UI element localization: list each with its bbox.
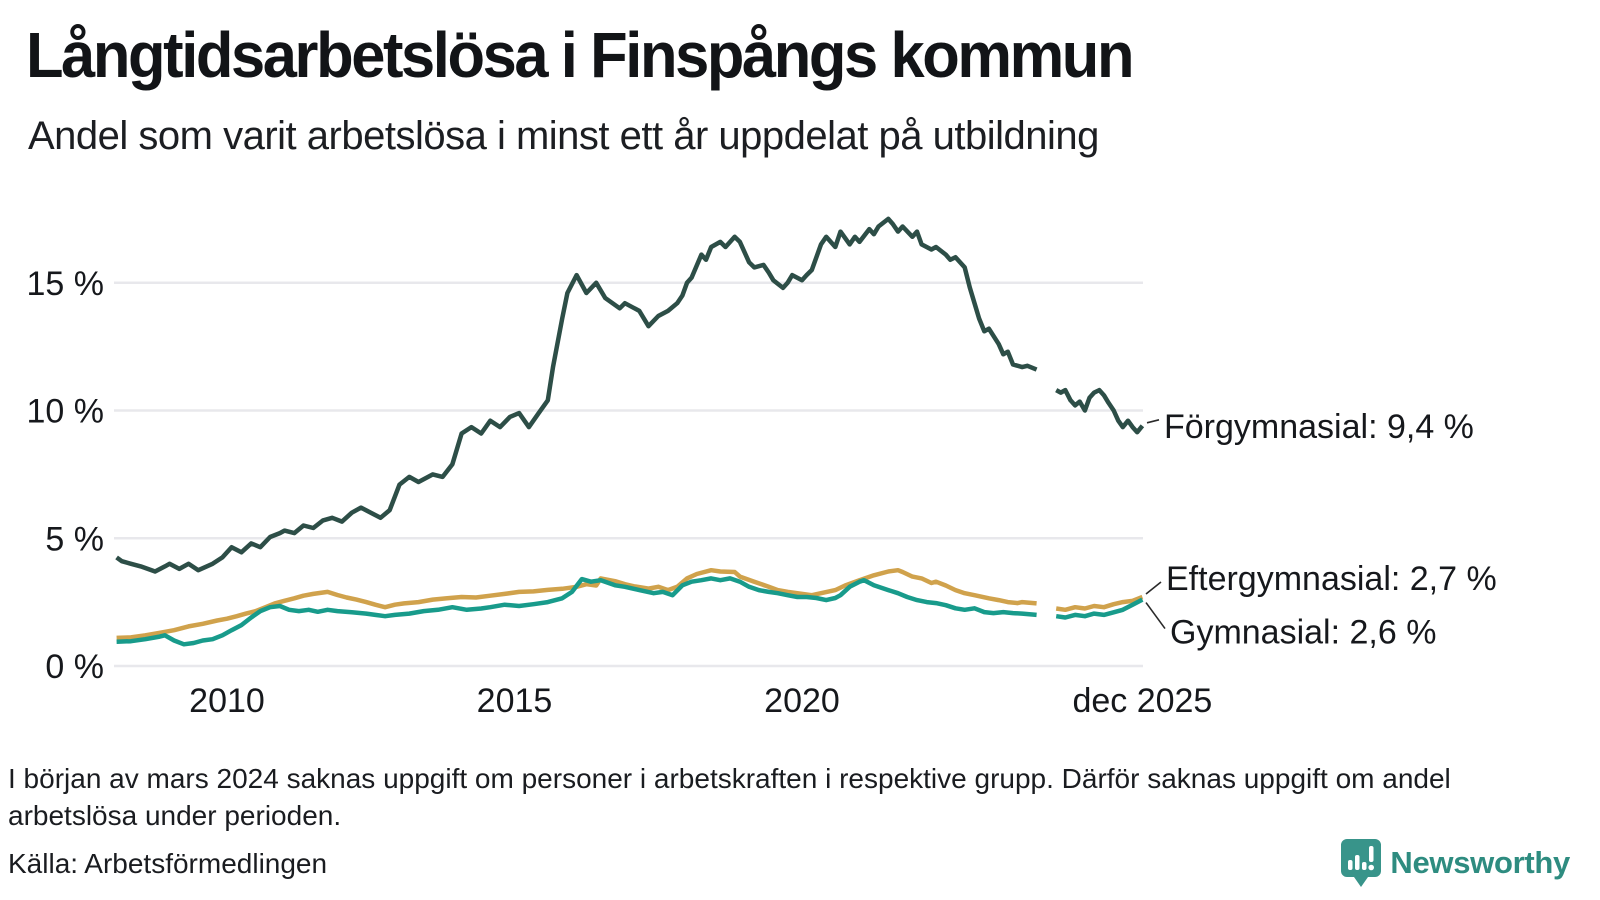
series-lines [115, 216, 1145, 647]
series-end-labels: Förgymnasial: 9,4 % Eftergymnasial: 2,7 %… [1145, 408, 1497, 652]
series-line-eftergymnasial [116, 567, 1144, 641]
newsworthy-logo: Newsworthy [1340, 838, 1570, 888]
x-tick-label: 2010 [189, 682, 265, 720]
newsworthy-logo-text: Newsworthy [1390, 845, 1570, 880]
y-tick-label: 0 % [45, 648, 104, 686]
y-tick-label: 5 % [45, 520, 104, 558]
series-line-gymnasial [116, 576, 1144, 647]
label-connector-gymnasial [1145, 602, 1166, 630]
series-end-label-forgymnasial: Förgymnasial: 9,4 % [1164, 408, 1474, 446]
label-connector-forgymnasial [1146, 419, 1160, 424]
series-line-forgymnasial [115, 216, 1145, 574]
y-tick-label: 10 % [27, 393, 105, 431]
page-subtitle: Andel som varit arbetslösa i minst ett å… [28, 114, 1099, 158]
source-label: Källa: Arbetsförmedlingen [8, 848, 328, 879]
series-end-label-gymnasial: Gymnasial: 2,6 % [1170, 614, 1436, 652]
x-tick-label: 2015 [477, 682, 553, 720]
series-end-label-eftergymnasial: Eftergymnasial: 2,7 % [1166, 560, 1497, 598]
y-tick-label: 15 % [27, 265, 105, 303]
x-tick-label: 2020 [764, 682, 840, 720]
newsworthy-pin-bar-chart-icon [1340, 838, 1382, 888]
footnote: I början av mars 2024 saknas uppgift om … [8, 763, 1451, 831]
page-title: Långtidsarbetslösa i Finspångs kommun [26, 19, 1134, 91]
x-tick-label: dec 2025 [1072, 682, 1212, 720]
gridlines [114, 281, 1143, 668]
axis-labels: 0 % 5 % 10 % 15 % 2010 2015 2020 dec 2025 [27, 265, 1213, 720]
label-connector-eftergymnasial [1145, 581, 1162, 595]
